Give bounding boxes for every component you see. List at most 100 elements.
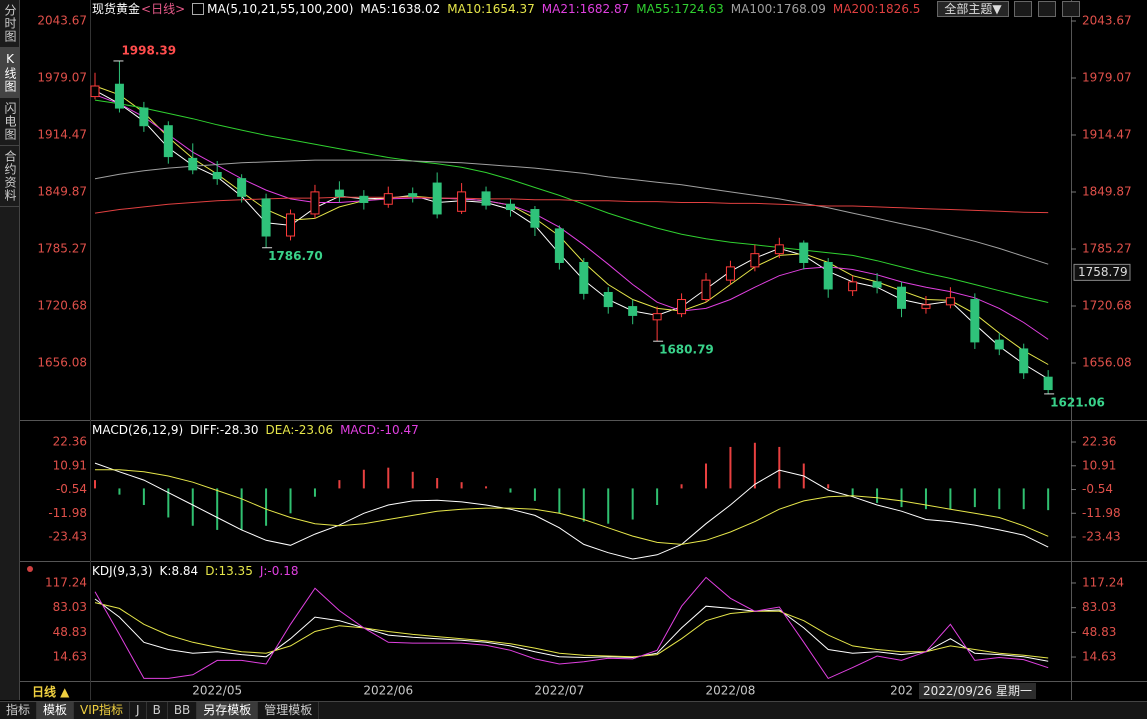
side-tab[interactable]: 闪电图 (0, 98, 19, 146)
y-tick-label: 1656.08 (1082, 355, 1132, 369)
tab[interactable]: 模板 (37, 702, 75, 719)
tab[interactable]: 管理模板 (258, 702, 320, 719)
y-tick-label: 117.24 (1082, 575, 1124, 589)
legend-entry: MACD:-10.47 (340, 423, 419, 437)
candle-body (677, 299, 687, 315)
indicator-line (94, 602, 1049, 659)
y-tick-label: 2043.67 (37, 14, 87, 28)
y-tick-label: 1849.87 (1082, 185, 1132, 199)
bottom-tabs: 指标 模板 VIP指标 J B BB 另存模板 管理模板 (0, 701, 1147, 719)
theme-button[interactable]: 全部主题▼ (937, 1, 1009, 17)
low-label: 1786.70 (268, 249, 323, 263)
candle-body (237, 178, 247, 197)
y-tick-label: -23.43 (48, 530, 87, 544)
candle-body (652, 313, 662, 321)
price-marker: 1758.79 (1078, 265, 1128, 279)
kdj-header: KDJ(9,3,3) K:8.84 D:13.35 J:-0.18 (92, 563, 298, 579)
indicator-line (94, 576, 1049, 680)
x-tick-label: 2022/07 (534, 684, 584, 698)
candle-body (139, 107, 149, 127)
y-tick-label: 1849.87 (37, 185, 87, 199)
period-subtitle[interactable]: <日线> (141, 2, 186, 16)
legend-entry: DIFF:-28.30 (190, 423, 259, 437)
legend-entry: MA100:1768.09 (730, 2, 826, 16)
legend-entry: DEA:-23.06 (265, 423, 334, 437)
sidebar: 分时图 K线图 闪电图 合约资料 (0, 0, 20, 700)
y-tick-label: 1720.68 (1082, 298, 1132, 312)
tab[interactable]: J (130, 702, 147, 719)
tab[interactable]: 指标 (0, 702, 38, 719)
candle-body (603, 291, 613, 308)
candle-body (212, 171, 222, 180)
indicator-line (94, 598, 1049, 662)
chart-title: 现货黄金 (92, 2, 141, 16)
tab[interactable]: BB (168, 702, 198, 719)
y-tick-label: -11.98 (1082, 506, 1121, 520)
candle-body (848, 281, 858, 292)
indicator-label: KDJ(9,3,3) (92, 564, 153, 578)
high-label: 1998.39 (121, 43, 176, 57)
candle-body (750, 253, 760, 268)
y-tick-label: 117.24 (45, 575, 87, 589)
candle-body (1043, 376, 1053, 391)
indicator-icon[interactable] (27, 566, 33, 572)
y-tick-label: 1979.07 (1082, 71, 1132, 85)
cursor-date: 2022/09/26 星期一 (919, 683, 1036, 699)
candle-body (505, 203, 515, 211)
tab[interactable]: 另存模板 (197, 702, 259, 719)
y-tick-label: 14.63 (1082, 650, 1116, 664)
y-tick-label: 2043.67 (1082, 14, 1132, 28)
legend-entry: D:13.35 (205, 564, 253, 578)
candle-body (383, 193, 393, 205)
indicator-line (94, 462, 1049, 560)
toolbar-icon[interactable] (1062, 1, 1080, 17)
toolbar-icon[interactable] (1014, 1, 1032, 17)
y-tick-label: 22.36 (53, 435, 87, 449)
price-marker-box (1073, 263, 1131, 281)
x-tick-label: 2022/05 (192, 684, 242, 698)
tab[interactable]: B (147, 702, 168, 719)
indicator-line (94, 85, 1049, 365)
y-tick-label: 14.63 (53, 650, 87, 664)
candle-body (408, 193, 418, 197)
y-tick-label: 1914.47 (37, 128, 87, 142)
candle-body (701, 279, 711, 301)
tab[interactable]: VIP指标 (74, 702, 131, 719)
y-tick-label: 1785.27 (1082, 242, 1132, 256)
y-tick-label: 22.36 (1082, 435, 1116, 449)
candle-body (261, 198, 271, 237)
candle-body (481, 191, 491, 206)
y-tick-label: 1720.68 (37, 298, 87, 312)
indicator-line (94, 94, 1049, 340)
candle-body (457, 191, 467, 212)
candle-body (432, 182, 442, 215)
y-tick-label: -0.54 (56, 482, 87, 496)
side-tab[interactable]: 分时图 (0, 0, 19, 48)
x-tick-label: 202 (890, 684, 913, 698)
period-label[interactable]: 日线 ▲ (32, 685, 70, 699)
toolbar-icon[interactable] (1038, 1, 1056, 17)
candle-body (1019, 348, 1029, 374)
legend-entry: MA200:1826.5 (832, 2, 921, 16)
side-tab[interactable]: 合约资料 (0, 146, 19, 207)
indicator-label: MACD(26,12,9) (92, 423, 184, 437)
side-tab[interactable]: K线图 (0, 48, 19, 98)
candle-body (114, 83, 124, 109)
candle-body (90, 85, 100, 98)
legend-entry: MA55:1724.63 (636, 2, 724, 16)
y-tick-label: 10.91 (1082, 458, 1116, 472)
x-tick-label: 2022/06 (363, 684, 413, 698)
candle-body (530, 209, 540, 228)
candle-body (163, 125, 173, 158)
candle-body (921, 304, 931, 309)
y-tick-label: 48.83 (1082, 625, 1116, 639)
candle-body (286, 213, 296, 237)
y-tick-label: 83.03 (1082, 600, 1116, 614)
legend-entry: MA21:1682.87 (541, 2, 630, 16)
settings-icon[interactable] (192, 3, 205, 15)
y-tick-label: 48.83 (53, 625, 87, 639)
legend-entry: MA5:1638.02 (360, 2, 441, 16)
legend-entry: MA10:1654.37 (447, 2, 535, 16)
